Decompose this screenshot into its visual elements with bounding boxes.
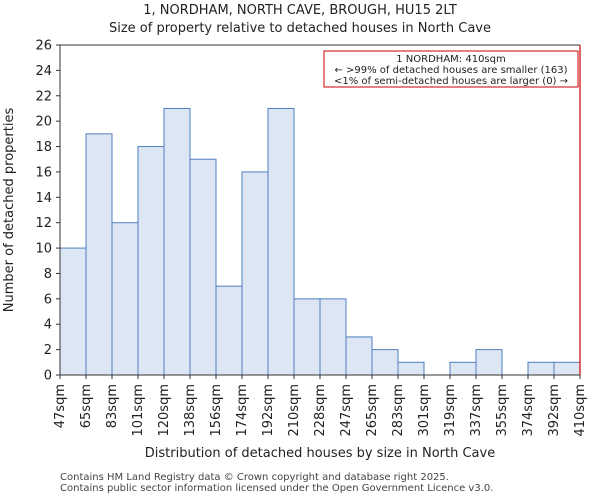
x-tick-label: 101sqm [131, 384, 146, 437]
x-tick-label: 65sqm [79, 384, 94, 428]
x-tick-label: 138sqm [183, 384, 198, 437]
histogram-bar [241, 171, 269, 376]
x-tick-label: 355sqm [495, 384, 510, 437]
y-tick-label: 24 [35, 64, 52, 79]
annotation-line-2: ← >99% of detached houses are smaller (1… [334, 65, 567, 76]
histogram-bar [293, 298, 321, 376]
x-tick-label: 337sqm [469, 384, 484, 437]
y-tick-label: 8 [44, 267, 52, 282]
histogram-bar [553, 361, 581, 376]
x-tick-label: 47sqm [53, 384, 68, 428]
x-tick-label: 120sqm [157, 384, 172, 437]
annotation-box: 1 NORDHAM: 410sqm ← >99% of detached hou… [323, 50, 579, 88]
annotation-line-3: <1% of semi-detached houses are larger (… [334, 76, 568, 87]
chart-title: 1, NORDHAM, NORTH CAVE, BROUGH, HU15 2LT [143, 3, 457, 18]
histogram-bar [215, 285, 243, 376]
x-tick-label: 410sqm [573, 384, 588, 437]
histogram-bar [267, 107, 295, 376]
x-tick-label: 247sqm [339, 384, 354, 437]
y-tick-label: 16 [35, 165, 52, 180]
x-tick-label: 174sqm [235, 384, 250, 437]
x-tick-label: 392sqm [547, 384, 562, 437]
histogram-bar [137, 146, 165, 376]
y-tick-label: 4 [44, 318, 52, 333]
histogram-bar [111, 222, 139, 376]
histogram-bar [59, 247, 87, 376]
x-tick-label: 83sqm [105, 384, 120, 428]
x-tick-label: 319sqm [443, 384, 458, 437]
histogram-bar [475, 349, 503, 376]
y-tick-label: 22 [35, 89, 52, 104]
footer-copyright: Contains HM Land Registry data © Crown c… [60, 472, 449, 483]
y-tick-label: 6 [44, 292, 52, 307]
histogram-bar [85, 133, 113, 376]
x-tick-label: 374sqm [521, 384, 536, 437]
y-tick-label: 10 [35, 242, 52, 257]
x-axis-label: Distribution of detached houses by size … [145, 446, 495, 461]
x-tick-label: 283sqm [391, 384, 406, 437]
x-tick-label: 265sqm [365, 384, 380, 437]
y-tick-label: 12 [35, 216, 52, 231]
y-tick-label: 26 [35, 39, 52, 54]
y-tick-label: 0 [44, 369, 52, 384]
histogram-bar [371, 349, 399, 376]
y-tick-label: 20 [35, 115, 52, 130]
x-tick-label: 228sqm [313, 384, 328, 437]
histogram-bar [449, 361, 477, 376]
chart-subtitle: Size of property relative to detached ho… [108, 21, 491, 36]
histogram-bar [189, 158, 217, 376]
x-tick-label: 301sqm [417, 384, 432, 437]
histogram-bar [397, 361, 425, 376]
annotation-line-1: 1 NORDHAM: 410sqm [396, 54, 505, 65]
histogram-bar [319, 298, 347, 376]
histogram-bar [345, 336, 373, 376]
histogram-bar [163, 107, 191, 376]
y-tick-label: 14 [35, 191, 52, 206]
x-tick-label: 156sqm [209, 384, 224, 437]
y-tick-label: 2 [44, 343, 52, 358]
footer-licence: Contains public sector information licen… [60, 483, 494, 494]
histogram-bar [527, 361, 555, 376]
y-tick-label: 18 [35, 140, 52, 155]
x-tick-label: 192sqm [261, 384, 276, 437]
y-axis-label: Number of detached properties [2, 108, 17, 313]
x-tick-label: 210sqm [287, 384, 302, 437]
